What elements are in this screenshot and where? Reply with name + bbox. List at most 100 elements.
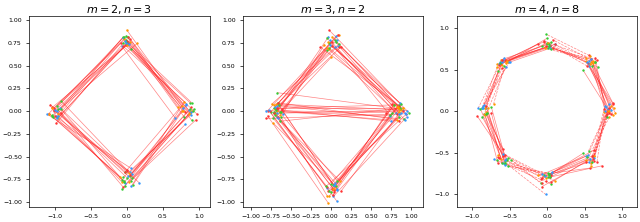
Point [270, 107, 280, 111]
Point [537, 185, 547, 188]
Point [541, 32, 551, 36]
Point [543, 41, 553, 45]
Point [330, 46, 340, 49]
Point [579, 151, 589, 155]
Point [603, 107, 613, 111]
Point [500, 161, 511, 165]
Point [273, 103, 284, 106]
Point [121, 42, 131, 45]
Point [590, 56, 600, 60]
Point [498, 154, 508, 157]
Point [122, 169, 132, 173]
Point [589, 155, 600, 158]
Point [480, 114, 490, 117]
Point [329, 183, 339, 187]
Point [47, 106, 58, 109]
Point [499, 153, 509, 157]
Point [502, 61, 513, 64]
Point [504, 60, 515, 64]
Point [504, 60, 515, 64]
Point [481, 110, 492, 114]
Point [496, 58, 506, 61]
Point [545, 175, 556, 179]
Title: $m = 3, n = 2$: $m = 3, n = 2$ [300, 3, 366, 16]
Point [494, 63, 504, 67]
Point [120, 43, 131, 46]
Point [537, 173, 547, 176]
Point [186, 101, 196, 104]
Point [122, 28, 132, 32]
Point [495, 60, 506, 64]
Point [273, 107, 283, 110]
Point [543, 46, 553, 50]
Point [541, 193, 551, 196]
Point [262, 114, 273, 118]
Point [42, 112, 52, 116]
Point [586, 60, 596, 64]
Point [399, 111, 410, 115]
Point [44, 112, 54, 115]
Point [126, 184, 136, 188]
Point [600, 109, 611, 113]
Point [394, 115, 404, 119]
Point [536, 177, 546, 180]
Point [392, 118, 403, 121]
Point [323, 189, 333, 192]
Point [52, 117, 63, 120]
Point [51, 115, 61, 118]
Point [544, 44, 554, 48]
Point [583, 61, 593, 64]
Point [326, 40, 337, 44]
Point [588, 157, 598, 161]
Point [601, 105, 611, 109]
Point [541, 37, 552, 40]
Point [480, 106, 490, 110]
Point [124, 42, 134, 45]
Point [273, 117, 283, 120]
Point [322, 185, 332, 189]
Point [543, 175, 554, 178]
Point [329, 183, 339, 187]
Point [395, 106, 405, 110]
Point [396, 102, 406, 106]
Point [322, 48, 332, 52]
Point [179, 115, 189, 119]
Point [386, 119, 396, 123]
Point [394, 110, 404, 114]
Point [47, 114, 58, 117]
Point [486, 111, 497, 115]
Point [584, 62, 594, 66]
Point [387, 103, 397, 106]
Point [550, 43, 560, 46]
Point [267, 102, 277, 106]
Point [324, 28, 334, 32]
Point [56, 107, 66, 111]
Point [400, 119, 410, 122]
Point [330, 38, 340, 42]
Point [500, 163, 510, 166]
Point [336, 45, 346, 49]
Point [493, 153, 504, 157]
Point [120, 181, 130, 185]
Point [315, 45, 325, 49]
Point [266, 110, 276, 113]
Point [543, 42, 554, 46]
Point [326, 56, 337, 59]
Point [584, 166, 595, 170]
Point [117, 187, 127, 191]
Point [592, 160, 602, 164]
Point [319, 43, 330, 46]
Point [586, 57, 596, 61]
Point [134, 181, 145, 185]
Point [127, 176, 138, 180]
Point [177, 109, 188, 112]
Point [477, 115, 487, 118]
Point [52, 112, 63, 116]
Point [118, 175, 129, 179]
Point [264, 109, 275, 112]
Point [52, 114, 63, 117]
Point [389, 103, 399, 106]
Point [584, 160, 594, 164]
Point [394, 103, 404, 107]
Point [115, 175, 125, 179]
